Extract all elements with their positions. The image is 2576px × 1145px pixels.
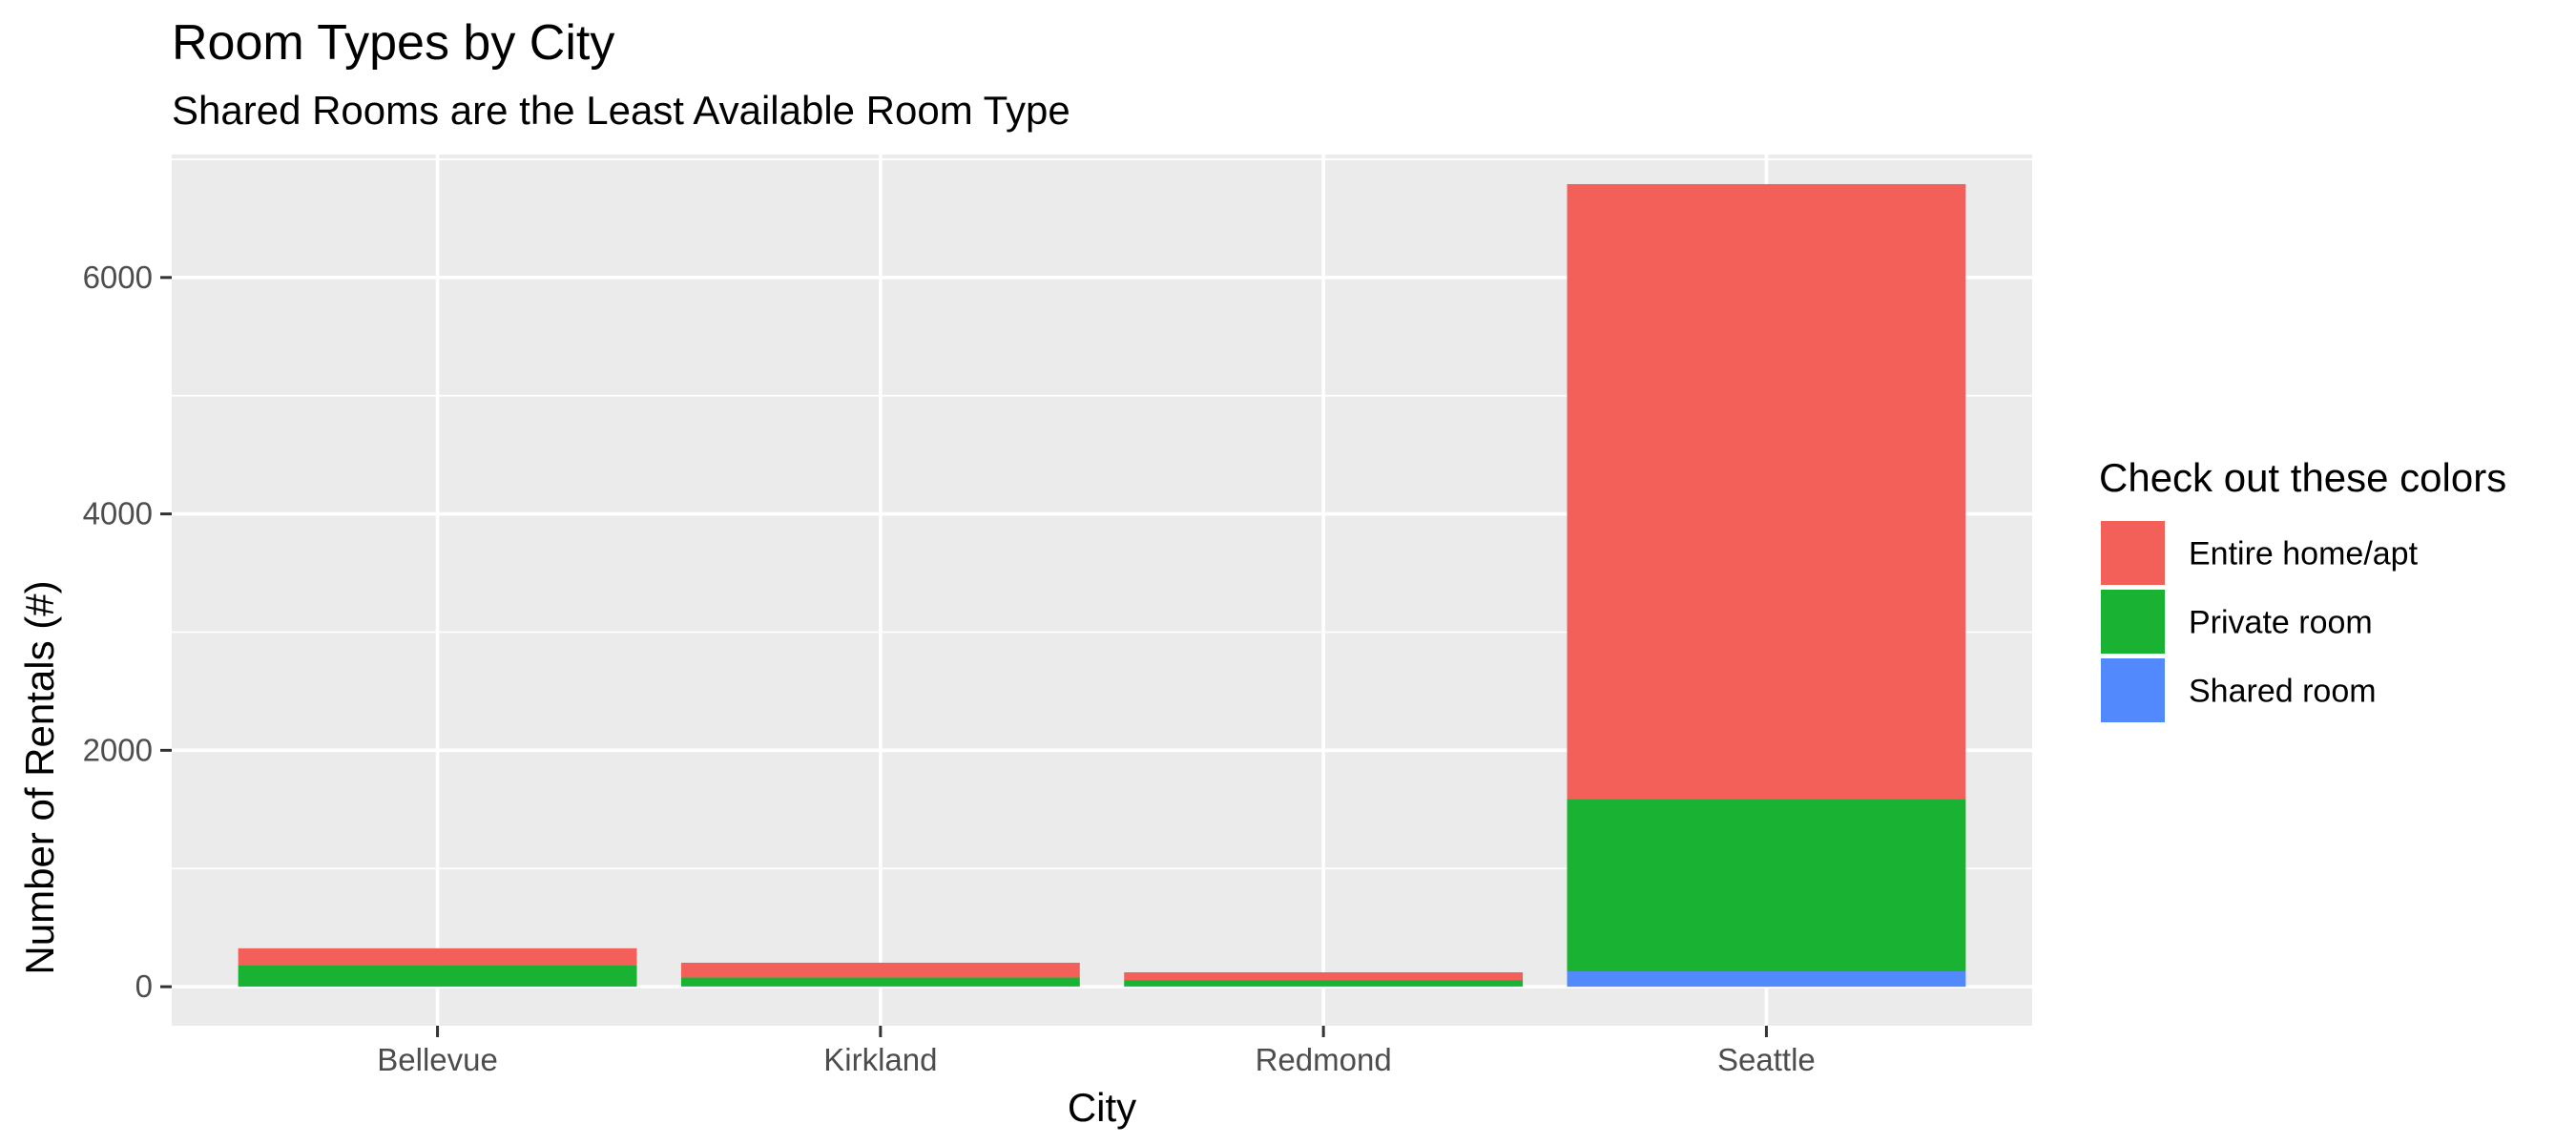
- x-tick-label: Bellevue: [377, 1042, 498, 1077]
- y-tick-label: 2000: [83, 732, 153, 767]
- y-axis: 0 2000 4000 6000: [83, 260, 172, 1004]
- legend-label: Entire home/apt: [2189, 536, 2419, 572]
- bar-private-room-redmond: [1124, 980, 1524, 987]
- chart-title: Room Types by City: [172, 15, 614, 71]
- bar-entire-home-apt-bellevue: [238, 947, 637, 966]
- x-tick-label: Seattle: [1717, 1042, 1816, 1077]
- legend-key: [2099, 588, 2167, 656]
- y-tick-label: 0: [135, 968, 153, 1004]
- legend-key: [2099, 519, 2167, 587]
- chart-subtitle: Shared Rooms are the Least Available Roo…: [172, 88, 1070, 133]
- x-axis-title: City: [1068, 1085, 1136, 1130]
- bar-entire-home-apt-kirkland: [680, 962, 1080, 978]
- bar-entire-home-apt-seattle: [1567, 183, 1966, 800]
- x-tick-label: Kirkland: [823, 1042, 937, 1077]
- legend-label: Private room: [2189, 605, 2373, 641]
- x-tick-label: Redmond: [1256, 1042, 1392, 1077]
- bar-private-room-seattle: [1567, 799, 1966, 972]
- legend-label: Shared room: [2189, 674, 2377, 710]
- bar-shared-room-seattle: [1567, 971, 1966, 988]
- bar-private-room-bellevue: [238, 965, 637, 987]
- y-tick-label: 6000: [83, 260, 153, 295]
- bar-private-room-kirkland: [680, 977, 1080, 987]
- legend: Check out these colors Entire home/apt Pr…: [2099, 455, 2506, 724]
- bar-shared-room-bellevue: [238, 986, 637, 988]
- legend-key: [2099, 656, 2167, 724]
- x-axis: Bellevue Kirkland Redmond Seattle: [377, 1026, 1816, 1077]
- y-tick-label: 4000: [83, 496, 153, 531]
- legend-title: Check out these colors: [2099, 455, 2506, 500]
- y-axis-title: Number of Rentals (#): [17, 580, 62, 974]
- bar-entire-home-apt-redmond: [1124, 972, 1524, 981]
- legend-items: Entire home/apt Private room Shared room: [2099, 519, 2419, 724]
- bars: [238, 183, 1966, 988]
